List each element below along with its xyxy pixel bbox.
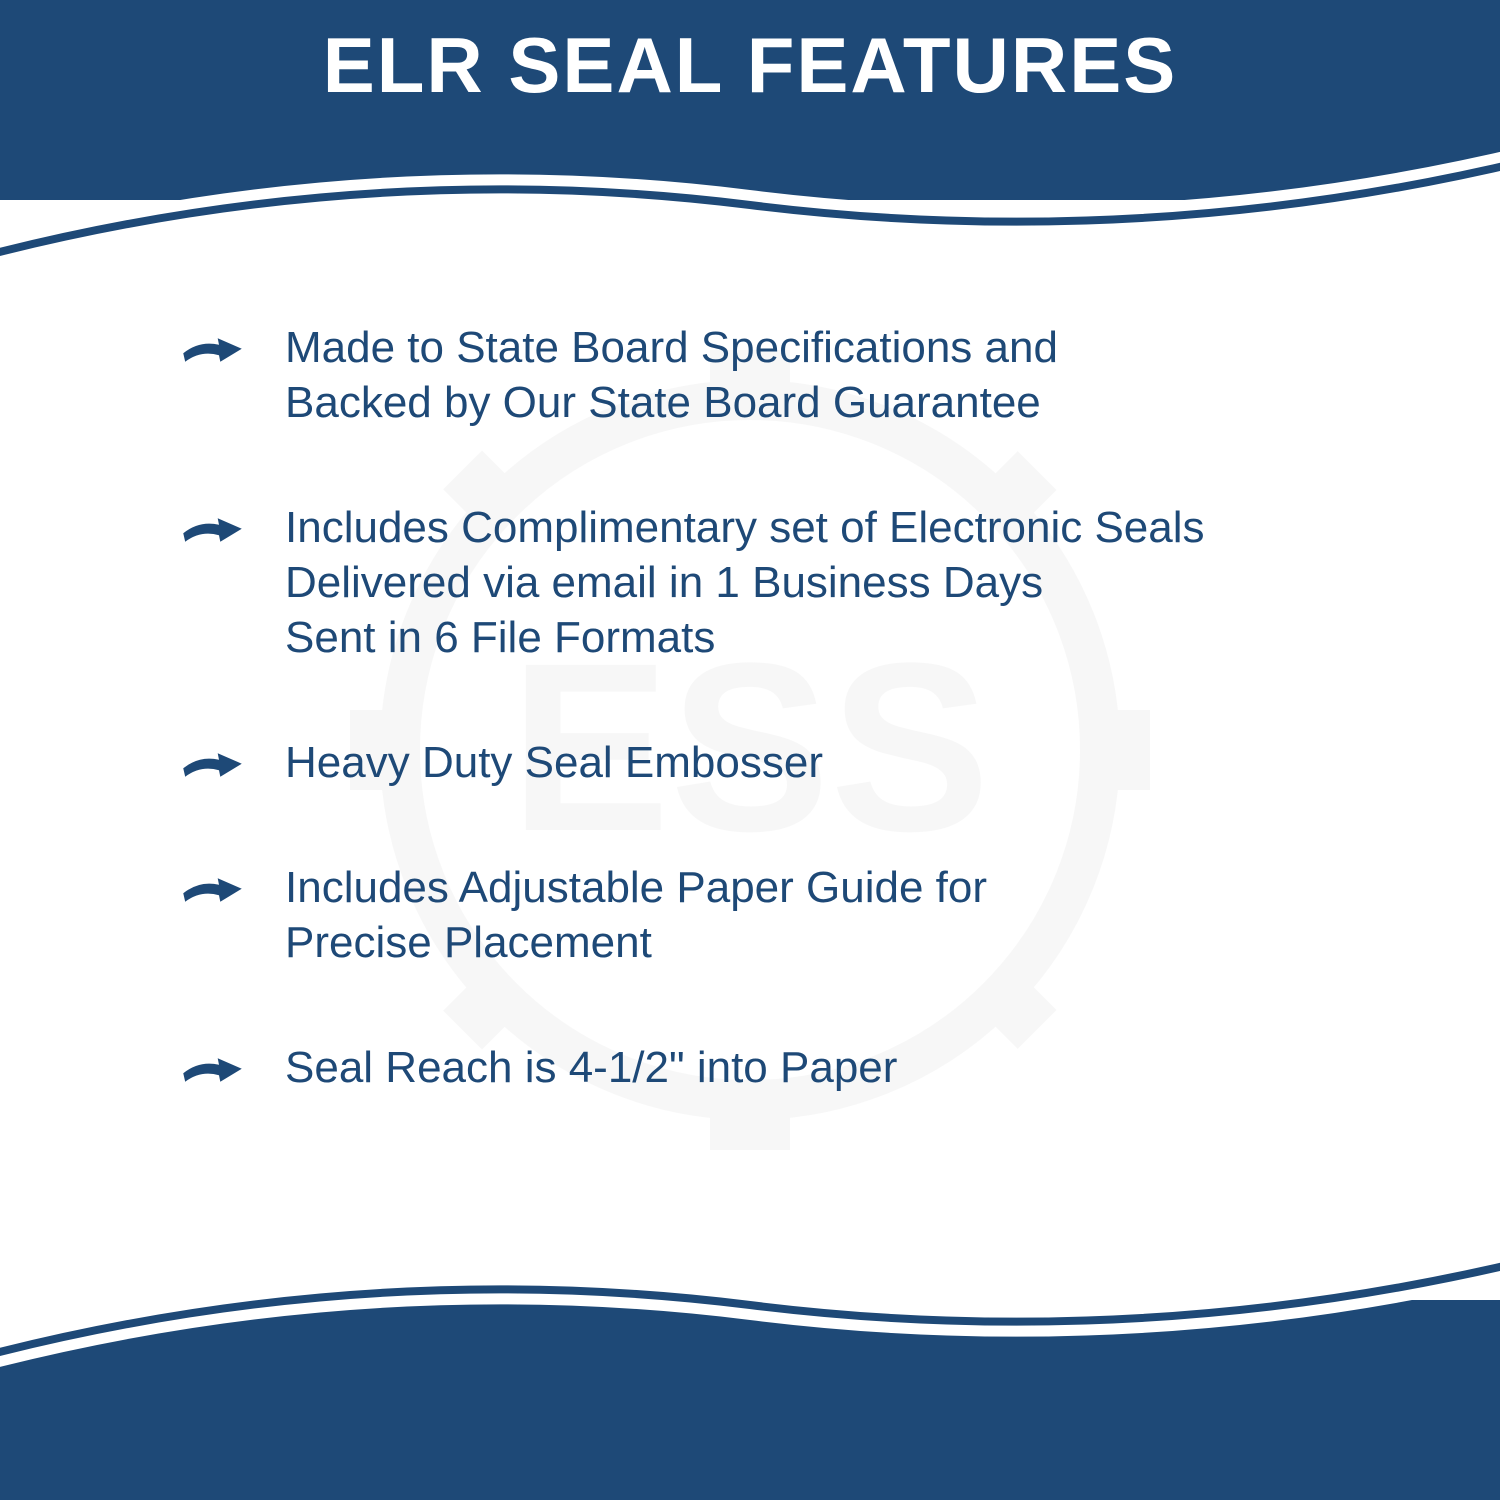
feature-item: Includes Complimentary set of Electronic… bbox=[180, 500, 1380, 665]
top-wave-divider bbox=[0, 130, 1500, 350]
arrow-icon bbox=[180, 740, 245, 790]
feature-text: Includes Adjustable Paper Guide for Prec… bbox=[285, 860, 987, 970]
feature-text: Made to State Board Specifications and B… bbox=[285, 320, 1058, 430]
feature-item: Made to State Board Specifications and B… bbox=[180, 320, 1380, 430]
feature-text: Seal Reach is 4-1/2" into Paper bbox=[285, 1040, 897, 1095]
bottom-wave-divider bbox=[0, 1170, 1500, 1390]
arrow-icon bbox=[180, 505, 245, 555]
arrow-icon bbox=[180, 1045, 245, 1095]
feature-text: Includes Complimentary set of Electronic… bbox=[285, 500, 1205, 665]
feature-text: Heavy Duty Seal Embosser bbox=[285, 735, 823, 790]
feature-item: Seal Reach is 4-1/2" into Paper bbox=[180, 1040, 1380, 1095]
features-list: Made to State Board Specifications and B… bbox=[180, 320, 1380, 1165]
arrow-icon bbox=[180, 865, 245, 915]
page-title: ELR SEAL FEATURES bbox=[323, 20, 1178, 111]
arrow-icon bbox=[180, 325, 245, 375]
feature-item: Heavy Duty Seal Embosser bbox=[180, 735, 1380, 790]
feature-item: Includes Adjustable Paper Guide for Prec… bbox=[180, 860, 1380, 970]
